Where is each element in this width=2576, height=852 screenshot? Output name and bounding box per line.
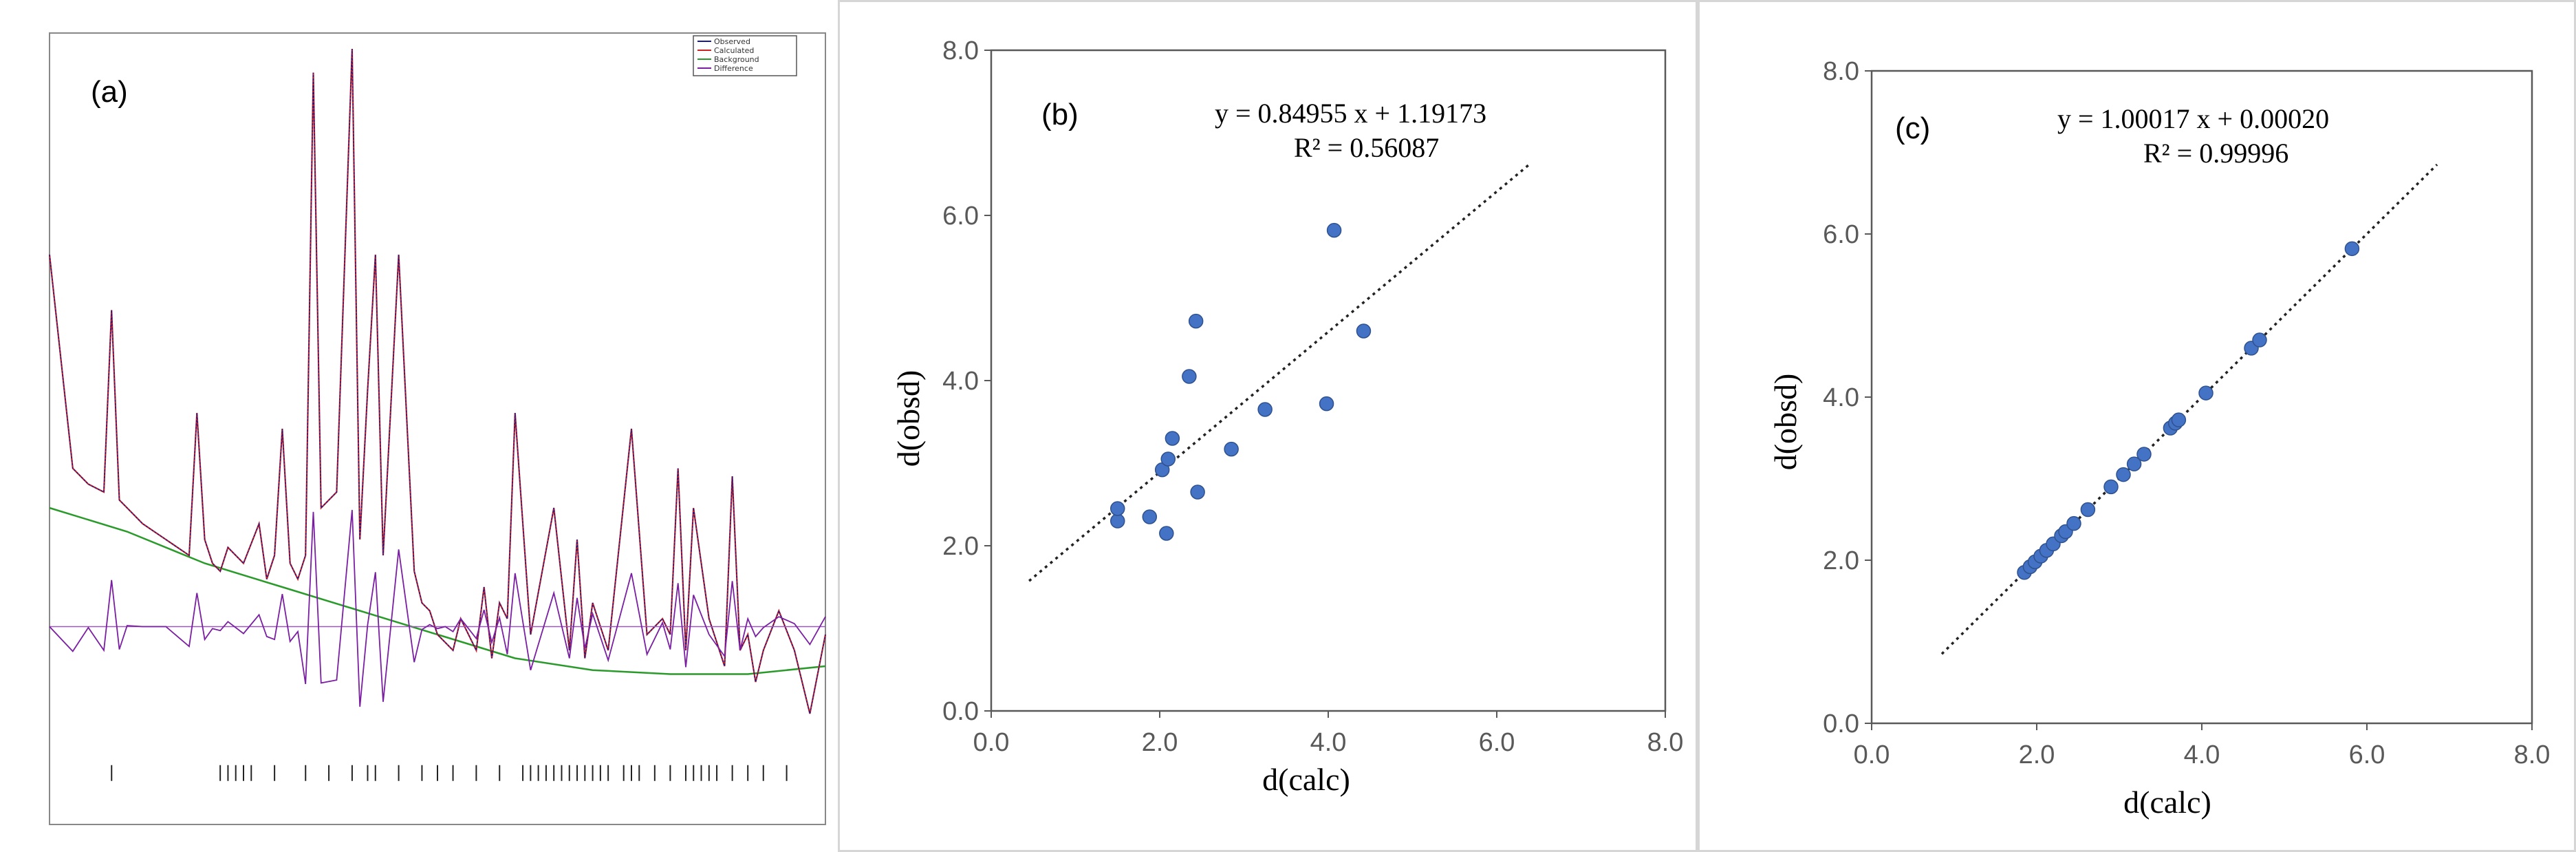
y-tick-label: 4.0 — [942, 367, 979, 396]
x-tick-label: 0.0 — [973, 728, 1010, 757]
observed-profile — [49, 48, 826, 714]
legend-entry: Calculated — [714, 46, 754, 55]
trendline — [1028, 162, 1532, 582]
data-point — [1110, 513, 1125, 529]
x-tick-label: 4.0 — [2184, 741, 2220, 769]
data-point — [1159, 526, 1174, 541]
rietveld-plot: (a) ObservedCalculatedBackgroundDifferen… — [48, 32, 827, 825]
y-axis-label-c: d(obsd) — [1768, 374, 1803, 471]
r-squared-b: R² = 0.56087 — [1294, 132, 1439, 163]
legend-box — [693, 35, 797, 76]
x-tick-label: 2.0 — [1142, 728, 1178, 757]
panel-label-a: (a) — [91, 75, 128, 109]
data-point — [2171, 412, 2187, 427]
chart-b: 0.0 2.0 4.0 6.0 8.0 0.0 2.0 4.0 6.0 8.0 — [942, 36, 1683, 757]
data-point — [1319, 396, 1334, 412]
data-point — [1110, 501, 1125, 516]
y-tick-label: 8.0 — [1823, 57, 1859, 86]
data-point — [2066, 515, 2081, 531]
y-tick-label: 0.0 — [942, 697, 979, 726]
y-tick-label: 2.0 — [942, 532, 979, 561]
scatter-plot-b: 0.0 2.0 4.0 6.0 8.0 0.0 2.0 4.0 6.0 8.0 (b) y = 0… — [891, 36, 1683, 797]
trendline — [1940, 163, 2438, 655]
r-squared-c: R² = 0.99996 — [2143, 138, 2288, 169]
y-tick-label: 4.0 — [1823, 383, 1859, 412]
x-tick-label: 2.0 — [2019, 741, 2055, 769]
y-tick-label: 6.0 — [1823, 220, 1859, 249]
legend-entry: Background — [714, 55, 759, 64]
data-point — [1224, 441, 1239, 457]
x-axis-label-c: d(calc) — [2123, 785, 2211, 820]
data-point — [1160, 451, 1176, 467]
x-tick-label: 8.0 — [2514, 741, 2551, 769]
panel-label-c: (c) — [1895, 111, 1930, 145]
x-tick-label: 0.0 — [1854, 741, 1890, 769]
y-tick-label: 8.0 — [942, 36, 979, 65]
plot-area — [48, 48, 827, 781]
data-point — [2103, 479, 2119, 495]
rietveld-plot-panel: (a) Observed Calculated Background Differen… — [0, 0, 836, 852]
data-point — [2344, 241, 2360, 257]
x-tick-label: 8.0 — [1647, 728, 1684, 757]
legend-entry: Difference — [714, 64, 753, 73]
data-point — [1326, 222, 1342, 238]
data-point — [2126, 456, 2142, 471]
data-point — [1142, 509, 1158, 524]
y-tick-label: 2.0 — [1823, 546, 1859, 575]
y-tick-label: 0.0 — [1823, 710, 1859, 738]
plot-frame — [49, 32, 826, 825]
data-point — [2116, 467, 2131, 482]
data-point — [2198, 385, 2214, 401]
data-point — [1165, 431, 1180, 446]
scatter-panel-c: 0.0 2.0 4.0 6.0 8.0 0.0 2.0 4.0 6.0 8.0 (c) y = 1… — [1698, 0, 2576, 852]
x-tick-label: 4.0 — [1310, 728, 1347, 757]
data-point — [1188, 313, 1204, 329]
y-axis-label-b: d(obsd) — [891, 370, 926, 467]
data-point — [2080, 502, 2096, 518]
trend-equation-b: y = 0.84955 x + 1.19173 — [1215, 98, 1486, 129]
data-point — [1190, 484, 1205, 500]
data-point — [1182, 369, 1197, 384]
scatter-plot-c: 0.0 2.0 4.0 6.0 8.0 0.0 2.0 4.0 6.0 8.0 (c) y = 1… — [1768, 57, 2550, 820]
x-axis-label-b: d(calc) — [1262, 762, 1350, 797]
data-point — [1356, 323, 1372, 339]
scatter-panel-b: 0.0 2.0 4.0 6.0 8.0 0.0 2.0 4.0 6.0 8.0 (b) y = 0… — [838, 0, 1698, 852]
panel-label-b: (b) — [1041, 98, 1079, 131]
data-point — [1257, 402, 1273, 417]
chart-c: 0.0 2.0 4.0 6.0 8.0 0.0 2.0 4.0 6.0 8.0 — [1823, 57, 2550, 769]
trend-equation-c: y = 1.00017 x + 0.00020 — [2057, 103, 2329, 134]
x-tick-label: 6.0 — [2349, 741, 2385, 769]
y-tick-label: 6.0 — [942, 202, 979, 231]
difference-curve — [49, 509, 826, 707]
x-tick-label: 6.0 — [1479, 728, 1515, 757]
data-point — [2252, 332, 2267, 348]
data-point — [2136, 447, 2152, 462]
legend-entry: Observed — [714, 37, 750, 46]
